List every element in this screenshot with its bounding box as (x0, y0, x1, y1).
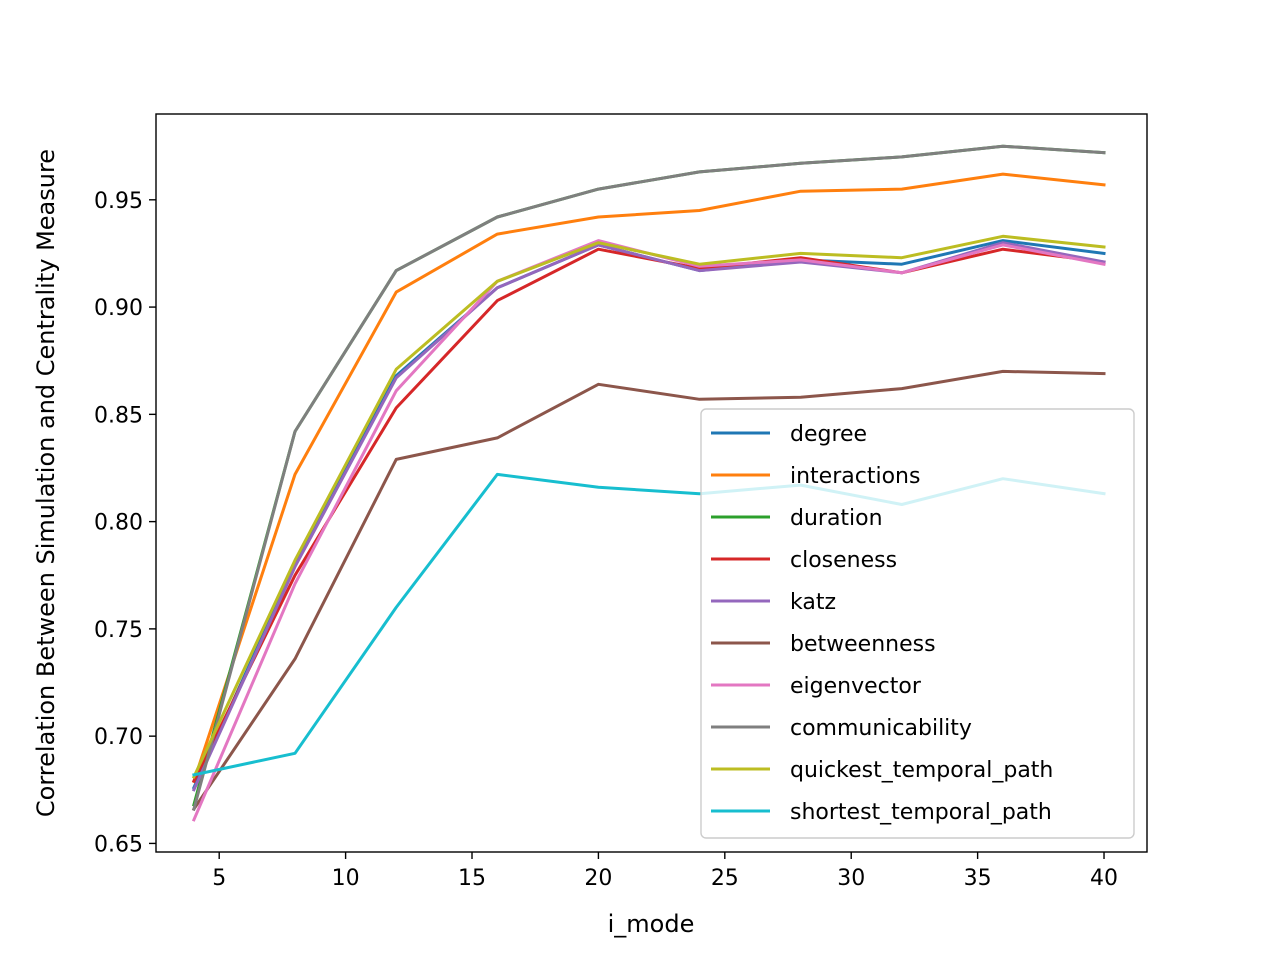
x-tick-label: 25 (711, 866, 739, 891)
legend-label-duration: duration (790, 506, 883, 531)
legend-label-quickest-temporal-path: quickest_temporal_path (790, 758, 1053, 783)
legend: degree interactions duration closeness katz b… (700, 408, 1135, 839)
legend-label-interactions: interactions (790, 464, 920, 489)
x-axis-label: i_mode (608, 910, 695, 938)
x-tick-label: 30 (837, 866, 865, 891)
legend-label-eigenvector: eigenvector (790, 674, 922, 699)
y-axis-ticks: 0.65 0.70 0.75 0.80 0.85 0.90 0.95 (94, 189, 156, 857)
x-axis-ticks: 5 10 15 20 25 30 35 40 (212, 852, 1118, 891)
series-line-communicability (192, 144, 1106, 811)
legend-frame (700, 408, 1135, 839)
legend-label-communicability: communicability (790, 716, 972, 741)
legend-label-betweenness: betweenness (790, 632, 936, 657)
x-tick-label: 10 (332, 866, 360, 891)
y-tick-label: 0.95 (94, 189, 143, 214)
y-tick-label: 0.65 (94, 832, 143, 857)
legend-label-degree: degree (790, 422, 867, 447)
y-tick-label: 0.70 (94, 725, 143, 750)
x-tick-label: 20 (584, 866, 612, 891)
y-tick-label: 0.80 (94, 511, 143, 536)
plot-frame (155, 113, 1148, 853)
legend-items: degree interactions duration closeness katz b… (711, 422, 1053, 825)
legend-label-katz: katz (790, 590, 836, 615)
x-tick-label: 5 (212, 866, 226, 891)
y-tick-label: 0.85 (94, 403, 143, 428)
series-line-interactions (192, 172, 1106, 784)
legend-label-shortest-temporal-path: shortest_temporal_path (790, 800, 1052, 825)
x-tick-label: 15 (458, 866, 486, 891)
legend-label-closeness: closeness (790, 548, 897, 573)
y-tick-label: 0.75 (94, 618, 143, 643)
y-tick-label: 0.90 (94, 296, 143, 321)
y-axis-label: Correlation Between Simulation and Centr… (32, 149, 60, 817)
series-line-betweenness (191, 369, 1106, 812)
x-tick-label: 35 (964, 866, 992, 891)
series-line-quickest-temporal-path (191, 234, 1106, 779)
x-tick-label: 40 (1090, 866, 1118, 891)
